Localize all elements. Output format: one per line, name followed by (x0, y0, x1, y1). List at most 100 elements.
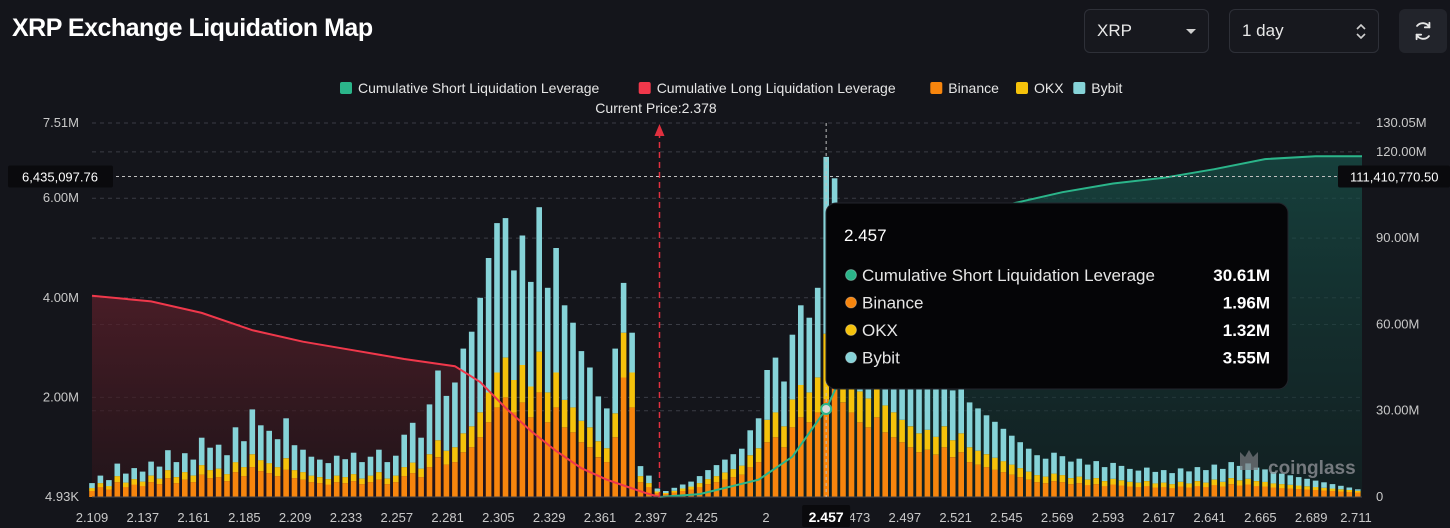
bar-binance (1228, 484, 1234, 497)
bar-bybit (156, 466, 163, 479)
bar-series[interactable] (89, 156, 1361, 497)
coin-select[interactable]: XRP (1084, 9, 1209, 53)
bar-binance (452, 462, 458, 497)
bar-okx (722, 472, 728, 480)
bar-okx (401, 467, 407, 477)
bar-bybit (1009, 435, 1015, 465)
liquidation-chart[interactable]: Cumulative Short Liquidation Leverage Cum… (0, 60, 1450, 528)
bar-binance (1211, 485, 1218, 497)
bar-bybit (595, 396, 602, 442)
bar-okx (1253, 481, 1260, 487)
bar-okx (266, 463, 272, 474)
bar-okx (426, 454, 433, 468)
bar-okx (924, 429, 931, 450)
y-right-tick-3: 60.00M (1376, 316, 1419, 331)
bar-binance (730, 477, 737, 497)
bar-binance (291, 478, 298, 497)
bar-okx (1177, 481, 1184, 487)
x-tick-6: 2.257 (381, 510, 414, 525)
bar-bybit (393, 455, 399, 476)
bar-binance (333, 482, 340, 497)
bar-bybit (637, 466, 644, 477)
bar-okx (730, 469, 737, 478)
bar-binance (1245, 484, 1251, 497)
bar-binance (781, 447, 787, 497)
bar-okx (747, 455, 753, 468)
bar-binance (983, 467, 990, 497)
bar-bybit (1025, 448, 1032, 472)
bar-bybit (696, 476, 703, 484)
bar-binance (435, 457, 441, 497)
bar-bybit (747, 430, 753, 456)
bar-okx (300, 472, 306, 480)
bar-binance (232, 472, 239, 497)
bar-okx (1084, 479, 1091, 486)
bar-bybit (671, 487, 678, 491)
tooltip-dot-2 (845, 324, 857, 336)
bar-binance (1017, 477, 1023, 497)
bar-bybit (426, 404, 433, 455)
bar-bybit (1068, 461, 1074, 478)
bar-binance (1101, 486, 1108, 497)
bar-okx (241, 467, 247, 477)
chart-legend: Cumulative Short Liquidation Leverage Cum… (340, 80, 1123, 96)
bar-bybit (1346, 487, 1353, 490)
bar-okx (418, 468, 424, 478)
bar-bybit (561, 305, 568, 400)
crosshair-right-box (1338, 165, 1450, 188)
bar-bybit (1144, 467, 1150, 481)
legend-label-2: Binance (948, 80, 999, 96)
refresh-button[interactable] (1399, 9, 1447, 53)
bar-okx (941, 426, 948, 448)
bar-bybit (1076, 458, 1083, 477)
bar-okx (1304, 486, 1310, 490)
range-select[interactable]: 1 day (1229, 9, 1379, 53)
bar-okx (958, 433, 964, 453)
bar-okx (198, 465, 205, 475)
bar-bybit (511, 270, 517, 380)
bar-binance (249, 467, 256, 497)
bar-okx (890, 412, 897, 438)
bar-binance (831, 357, 838, 497)
bar-binance (148, 482, 154, 497)
bar-bybit (384, 462, 391, 479)
x-tick-13: 2 (762, 510, 769, 525)
x-tick-22: 2.641 (1193, 510, 1226, 525)
current-price-label: Current Price:2.378 (595, 100, 717, 116)
tooltip-label-2: OKX (862, 321, 898, 340)
bar-bybit (477, 297, 483, 413)
bar-okx (1093, 478, 1099, 485)
bar-bybit (1245, 463, 1251, 479)
bar-okx (494, 372, 500, 408)
bar-bybit (806, 317, 813, 393)
bar-binance (308, 482, 315, 497)
bar-binance (1262, 486, 1268, 497)
bar-okx (1169, 484, 1175, 489)
crosshair-right-label: 111,410,770.50 (1350, 170, 1438, 185)
bar-bybit (1084, 464, 1091, 480)
bar-bybit (730, 454, 737, 470)
bar-okx (182, 472, 188, 480)
bar-binance (882, 432, 888, 497)
bar-binance (646, 487, 652, 497)
tooltip-box (825, 202, 1289, 390)
bar-okx (409, 462, 416, 474)
bar-bybit (460, 348, 467, 434)
x-tick-11: 2.397 (635, 510, 668, 525)
bar-okx (536, 351, 542, 393)
bar-binance (418, 477, 424, 497)
legend-swatch-3 (1016, 82, 1028, 94)
bar-okx (1127, 481, 1133, 487)
bar-okx (907, 426, 914, 448)
bar-okx (1000, 461, 1007, 473)
x-tick-10: 2.361 (584, 510, 617, 525)
bar-okx (595, 441, 602, 458)
x-tick-5: 2.233 (330, 510, 363, 525)
bar-binance (477, 437, 483, 497)
bar-binance (663, 494, 669, 497)
bar-binance (958, 452, 964, 497)
bar-bybit (992, 421, 998, 458)
bar-binance (511, 412, 517, 497)
bar-okx (1194, 481, 1201, 487)
x-tick-0: 2.109 (76, 510, 109, 525)
